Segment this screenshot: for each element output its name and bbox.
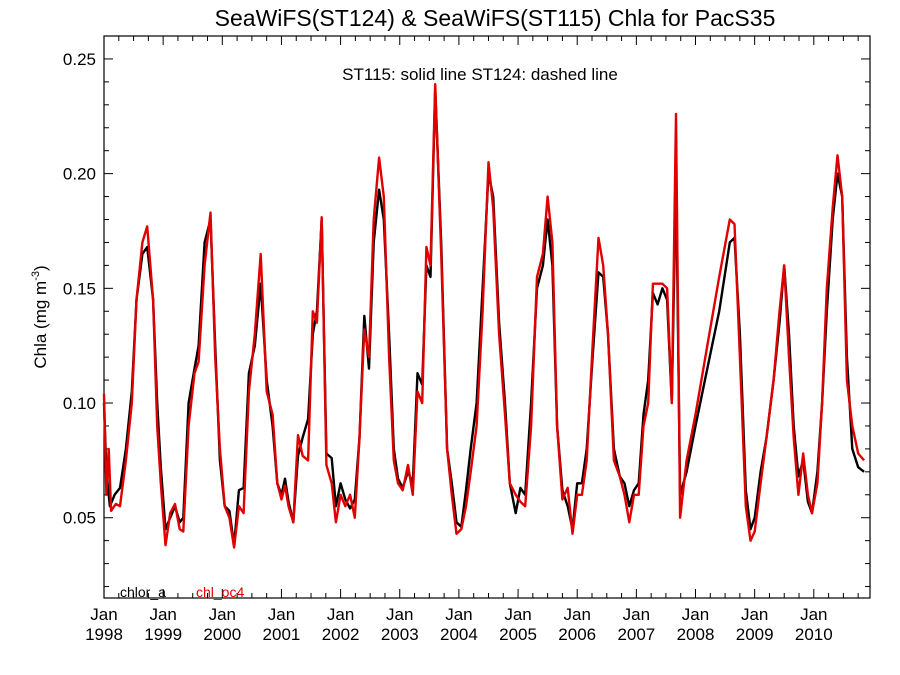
plot-frame [103, 35, 871, 599]
x-tick-label-year: 2006 [558, 625, 596, 644]
x-tick-label-year: 2008 [677, 625, 715, 644]
x-tick-label-month: Jan [327, 605, 354, 624]
series-line-chl-oc4 [102, 83, 866, 549]
series-group [102, 83, 866, 549]
y-tick-label: 0.25 [63, 50, 96, 69]
x-tick-label-year: 2002 [322, 625, 360, 644]
x-tick-label-month: Jan [682, 605, 709, 624]
y-axis-label-main: Chla (mg m [31, 281, 50, 369]
series-line-chlor-a [102, 87, 865, 547]
x-tick-label-month: Jan [504, 605, 531, 624]
x-tick-label-month: Jan [209, 605, 236, 624]
y-tick-label: 0.15 [63, 279, 96, 298]
x-tick-label-month: Jan [563, 605, 590, 624]
x-tick-label-year: 2004 [440, 625, 478, 644]
x-tick-label-month: Jan [623, 605, 650, 624]
x-tick-label-month: Jan [90, 605, 117, 624]
x-tick-label-year: 2010 [795, 625, 833, 644]
y-tick-label: 0.05 [63, 509, 96, 528]
y-axis-label-superscript: -3 [30, 271, 42, 281]
x-tick-label-year: 1998 [85, 625, 123, 644]
x-tick-label-month: Jan [149, 605, 176, 624]
x-tick-label-year: 1999 [144, 625, 182, 644]
legend-chlor-a: chlor_a [120, 584, 166, 600]
x-tick-label-year: 2001 [263, 625, 301, 644]
x-tick-label-year: 2003 [381, 625, 419, 644]
chart-title: SeaWiFS(ST124) & SeaWiFS(ST115) Chla for… [215, 5, 776, 31]
y-axis-label-end: ) [31, 265, 50, 271]
x-tick-label-month: Jan [445, 605, 472, 624]
line-style-annotation: ST115: solid line ST124: dashed line [342, 65, 618, 84]
x-axis: Jan1998Jan1999Jan2000Jan2001Jan2002Jan20… [85, 36, 859, 644]
x-tick-label-year: 2000 [203, 625, 241, 644]
x-tick-label-month: Jan [741, 605, 768, 624]
x-tick-label-month: Jan [268, 605, 295, 624]
y-tick-label: 0.10 [63, 394, 96, 413]
y-axis: 0.05 0.10 0.15 0.20 0.25 [63, 50, 870, 588]
x-tick-label-month: Jan [386, 605, 413, 624]
x-tick-label-year: 2005 [499, 625, 537, 644]
y-tick-label: 0.20 [63, 165, 96, 184]
x-tick-label-year: 2007 [617, 625, 655, 644]
y-axis-label: Chla (mg m-3) [30, 265, 50, 368]
x-tick-label-year: 2009 [736, 625, 774, 644]
legend-chl-oc4: chl_oc4 [196, 584, 244, 600]
x-tick-label-month: Jan [800, 605, 827, 624]
